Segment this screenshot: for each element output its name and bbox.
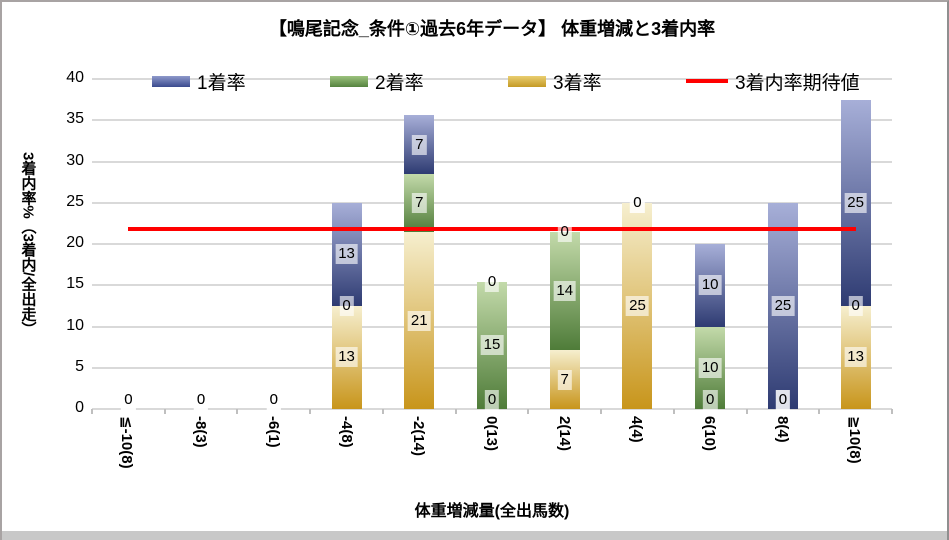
y-tick-label: 40: [66, 69, 84, 86]
y-tick-label: 20: [66, 234, 84, 251]
y-axis-title: 3着内率%（3着内/全出走）: [19, 151, 37, 337]
x-category-label: -6(1): [264, 416, 282, 448]
bar-label: 21: [407, 310, 431, 331]
bar-label: 13: [844, 347, 867, 368]
axis-tick: [672, 409, 675, 414]
bar-label: 7: [557, 369, 572, 390]
gridline: [92, 78, 892, 80]
chart-title: 【鳴尾記念_条件①過去6年データ】 体重増減と3着内率: [268, 19, 716, 39]
y-axis-title-wrap: 3着内率%（3着内/全出走）: [14, 79, 42, 409]
win-rate-swatch-icon: [152, 75, 190, 87]
gridline: [92, 119, 892, 122]
bar-label: 0: [775, 390, 791, 410]
legend-item-third-rate: 3着率: [508, 68, 602, 94]
bar-label: 10: [698, 275, 722, 296]
y-tick-label: 25: [66, 192, 84, 210]
third-rate-swatch-icon: [508, 75, 546, 87]
axis-tick: [891, 409, 893, 414]
bar-label: 0: [193, 390, 209, 410]
bar-label: 14: [553, 281, 577, 302]
x-category-label: 0(13): [483, 416, 500, 452]
gridline: [92, 160, 892, 163]
y-tick-label: 10: [66, 316, 84, 334]
bar-label: 0: [848, 295, 863, 316]
axis-tick: [91, 409, 93, 414]
y-tick-label: 15: [66, 275, 84, 293]
y-tick-label: 30: [66, 151, 84, 169]
axis-tick: [381, 409, 384, 414]
bar-label: 0: [703, 390, 718, 410]
bar-label: 15: [480, 335, 504, 356]
gridline: [92, 243, 892, 245]
x-category-label: 4(4): [628, 416, 646, 443]
legend-item-win-rate: 1着率: [152, 68, 246, 94]
legend-label-expected-line: 3着内率期待値: [735, 72, 860, 94]
axis-tick: [309, 409, 312, 414]
expected-line-swatch-icon: [686, 79, 728, 83]
bar-label: 7: [412, 134, 427, 155]
axis-tick: [163, 409, 166, 414]
legend-label-second-rate: 2着率: [375, 72, 424, 94]
x-axis-title: 体重増減量(全出馬数): [414, 503, 570, 520]
axis-tick: [745, 409, 748, 414]
axis-tick: [600, 409, 603, 414]
x-category-label: -8(3): [192, 416, 210, 448]
bar-label: 13: [335, 347, 358, 368]
bar-label: 10: [698, 357, 722, 378]
bar-label: 0: [557, 222, 572, 243]
x-category-label: ≧10(8): [845, 416, 863, 464]
bar-label: 25: [844, 192, 867, 213]
y-tick-label: 5: [75, 357, 84, 375]
bar-label: 25: [626, 295, 649, 316]
bar-label: 0: [630, 192, 645, 213]
expected-line: [128, 227, 856, 232]
bar-label: 0: [121, 390, 136, 410]
axis-tick: [454, 409, 457, 414]
second-rate-swatch-icon: [330, 75, 368, 87]
x-category-label: -4(8): [337, 416, 355, 448]
legend-label-win-rate: 1着率: [197, 72, 246, 94]
x-category-label: 6(10): [701, 416, 719, 452]
bar-label: 0: [484, 390, 500, 410]
window-edge-strip: [2, 531, 947, 540]
x-category-label: ≦-10(8): [118, 416, 136, 469]
legend-item-second-rate: 2着率: [330, 68, 424, 94]
bar-label: 0: [484, 271, 500, 292]
bar-label: 13: [335, 244, 358, 265]
x-category-label: -2(14): [410, 416, 428, 457]
axis-tick: [236, 409, 239, 414]
bar-label: 7: [412, 193, 427, 214]
y-tick-label: 0: [75, 399, 84, 416]
gridline: [92, 201, 892, 204]
x-category-label: 2(14): [555, 416, 573, 452]
legend-label-third-rate: 3着率: [553, 72, 602, 94]
bar-label: 0: [339, 295, 354, 316]
y-tick-label: 35: [66, 110, 84, 128]
bar-label: 0: [266, 390, 281, 410]
axis-tick: [527, 409, 530, 414]
legend-item-expected-line: 3着内率期待値: [686, 68, 860, 94]
axis-tick: [818, 409, 821, 414]
bar-label: 25: [771, 295, 795, 316]
x-category-label: 8(4): [773, 416, 791, 443]
